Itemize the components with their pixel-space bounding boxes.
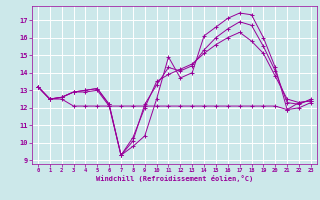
X-axis label: Windchill (Refroidissement éolien,°C): Windchill (Refroidissement éolien,°C) [96, 175, 253, 182]
